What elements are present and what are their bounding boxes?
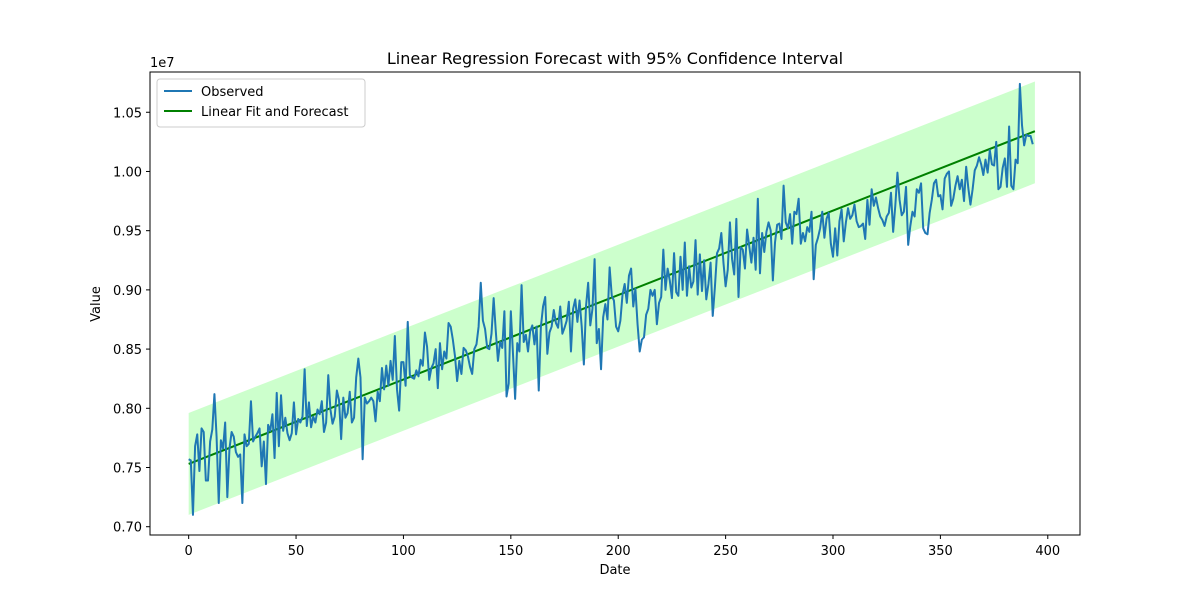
x-tick-label: 300 xyxy=(821,544,846,559)
y-tick-label: 1.05 xyxy=(113,106,142,121)
y-axis-label: Value xyxy=(89,286,104,322)
series-observed-line xyxy=(188,82,1034,516)
legend-label-observed: Observed xyxy=(201,85,264,100)
legend-box xyxy=(156,78,366,128)
legend: Observed Linear Fit and Forecast xyxy=(156,78,366,128)
x-tick-label: 150 xyxy=(498,544,523,559)
x-tick-label: 100 xyxy=(391,544,416,559)
y-axis: 0.70 0.75 0.80 0.85 0.90 0.95 1.00 1.05 xyxy=(113,106,150,536)
x-tick-label: 400 xyxy=(1035,544,1060,559)
x-tick-label: 350 xyxy=(928,544,953,559)
plot-frame xyxy=(149,71,1081,536)
x-axis-label: Date xyxy=(599,563,630,578)
y-tick-label: 0.75 xyxy=(113,462,142,477)
legend-label-fit: Linear Fit and Forecast xyxy=(201,105,349,120)
y-tick-label: 0.85 xyxy=(113,343,142,358)
x-axis: 0 50 100 150 200 250 300 350 400 xyxy=(185,535,1060,559)
y-axis-offset-label: 1e7 xyxy=(150,56,175,71)
x-tick-label: 200 xyxy=(606,544,631,559)
y-tick-label: 1.00 xyxy=(113,165,142,180)
y-tick-label: 0.80 xyxy=(113,402,142,417)
y-tick-label: 0.95 xyxy=(113,225,142,240)
chart-title: Linear Regression Forecast with 95% Conf… xyxy=(387,49,843,68)
x-tick-label: 250 xyxy=(713,544,738,559)
x-tick-label: 50 xyxy=(288,544,305,559)
y-tick-label: 0.90 xyxy=(113,284,142,299)
y-tick-label: 0.70 xyxy=(113,521,142,536)
x-tick-label: 0 xyxy=(185,544,193,559)
plot-area xyxy=(149,71,1081,536)
